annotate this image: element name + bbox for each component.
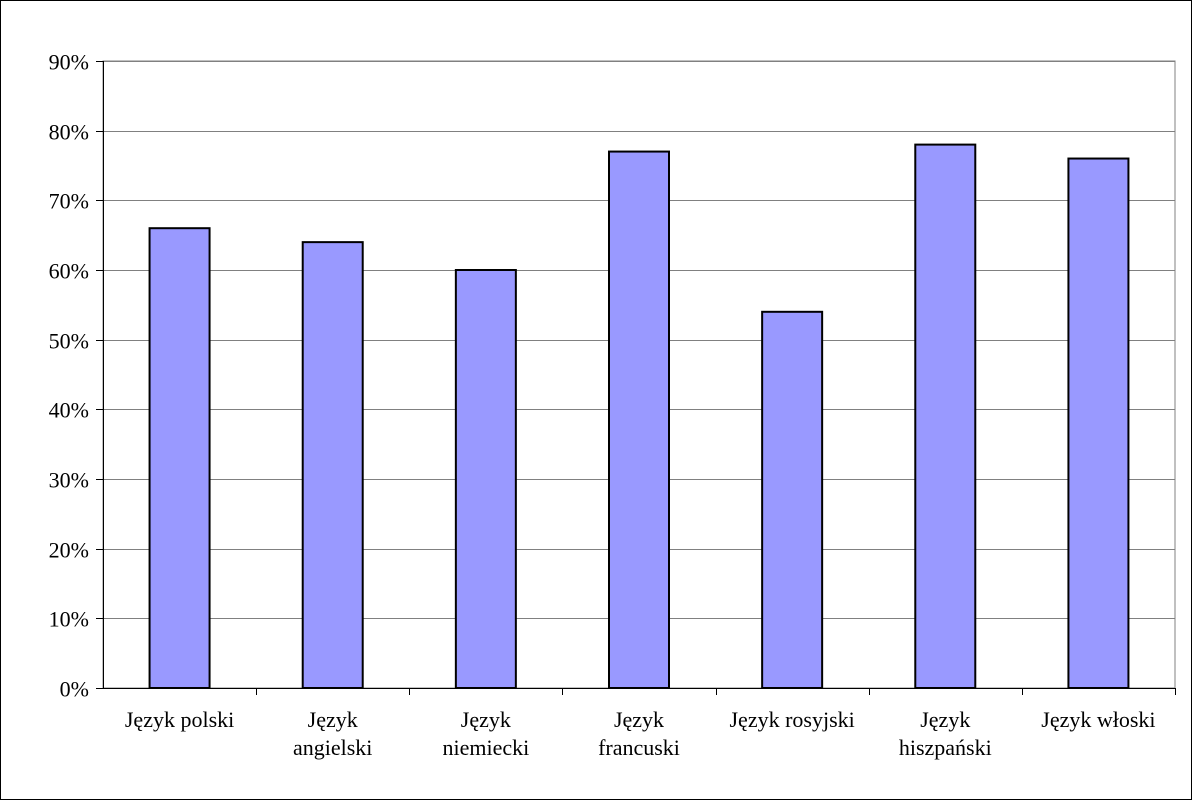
x-category-label: Język włoski — [1041, 707, 1155, 732]
x-category-label: Język hiszpański — [899, 707, 992, 760]
bar — [301, 241, 364, 689]
y-tick-label: 60% — [49, 259, 89, 284]
x-category-label: Język francuski — [598, 707, 680, 760]
bar — [761, 310, 824, 689]
axes — [96, 61, 1176, 695]
x-category-label: Język polski — [125, 707, 234, 732]
bar — [914, 143, 977, 690]
y-tick-labels: 0% 10% 20% 30% 40% 50% 60% 70% 80% 90% — [49, 50, 89, 702]
bars — [148, 143, 1130, 690]
y-tick-label: 0% — [60, 677, 89, 702]
y-tick-label: 20% — [49, 538, 89, 563]
x-category-labels: Język polski Język angielski Język niemiecki… — [125, 707, 1156, 760]
x-category-label: Język angielski — [293, 707, 372, 760]
y-tick-label: 80% — [49, 120, 89, 145]
y-tick-label: 50% — [49, 329, 89, 354]
y-tick-label: 10% — [49, 607, 89, 632]
x-category-label: Język rosyjski — [730, 707, 855, 732]
bar — [148, 227, 211, 689]
x-category-label: Język niemiecki — [442, 707, 529, 760]
bar — [1067, 157, 1130, 690]
y-tick-label: 90% — [49, 50, 89, 75]
bar — [608, 150, 670, 690]
y-tick-label: 70% — [49, 189, 89, 214]
y-tick-label: 40% — [49, 398, 89, 423]
y-tick-label: 30% — [49, 468, 89, 493]
bar — [454, 269, 517, 689]
